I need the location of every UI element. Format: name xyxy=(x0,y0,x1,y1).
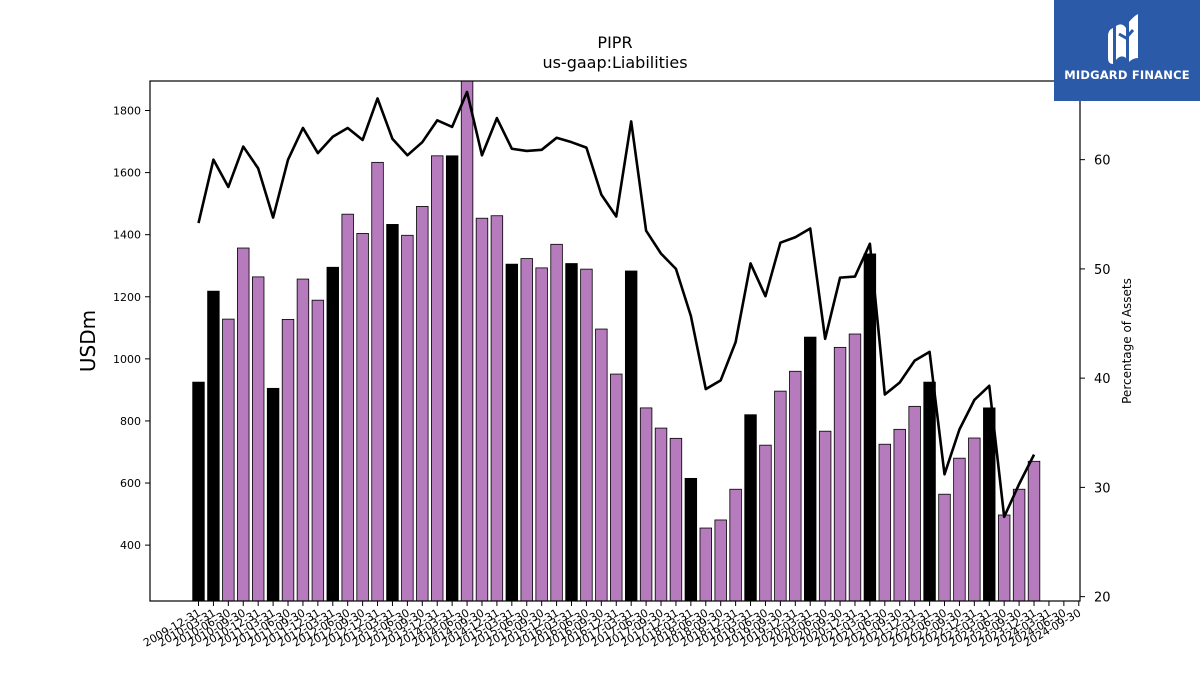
y-right-tick-label: 40 xyxy=(1094,372,1111,387)
bar xyxy=(445,155,459,602)
bar xyxy=(416,206,429,602)
y-axis-right: 20 30 40 50 60 xyxy=(1080,154,1111,606)
bar xyxy=(804,336,817,602)
bar xyxy=(386,224,399,602)
bar xyxy=(580,268,593,602)
bar xyxy=(1012,488,1026,602)
bar xyxy=(624,270,638,602)
bar xyxy=(460,80,474,602)
bar xyxy=(729,488,742,602)
chart-subtitle: us-gaap:Liabilities xyxy=(542,53,687,72)
x-axis: 2009-12-312010-03-312010-06-302010-09-30… xyxy=(141,601,1083,650)
bar xyxy=(983,407,996,602)
bar xyxy=(610,373,623,602)
bar xyxy=(535,267,548,602)
bar xyxy=(371,161,384,602)
bar xyxy=(818,430,832,602)
bar xyxy=(968,437,981,602)
y-right-tick-label: 20 xyxy=(1094,591,1111,606)
y-axis-label-left: USDm xyxy=(76,310,100,372)
y-tick-label: 400 xyxy=(120,539,141,552)
bar xyxy=(565,263,578,602)
bar xyxy=(654,427,668,602)
y-tick-label: 1600 xyxy=(113,167,141,180)
bar xyxy=(401,234,414,602)
y-right-tick-label: 30 xyxy=(1094,481,1111,496)
bar xyxy=(908,405,921,602)
line-layer xyxy=(197,90,1036,519)
bar xyxy=(595,328,608,602)
y-tick-label: 1400 xyxy=(113,229,141,242)
bar xyxy=(789,370,802,602)
bar xyxy=(1027,460,1041,602)
bar xyxy=(251,276,265,602)
logo-text: MIDGARD FINANCE xyxy=(1064,68,1190,82)
bar xyxy=(192,381,205,602)
bar xyxy=(296,278,310,602)
bar xyxy=(669,437,683,602)
bar xyxy=(893,428,906,602)
y-right-tick-label: 50 xyxy=(1094,263,1111,278)
bar xyxy=(266,387,280,602)
bar xyxy=(848,333,862,602)
y-tick-label: 1000 xyxy=(113,353,141,366)
plot-frame xyxy=(149,80,1081,602)
bar xyxy=(863,253,877,602)
midgard-finance-logo: MIDGARD FINANCE xyxy=(1054,0,1200,101)
bar xyxy=(311,299,325,602)
bar xyxy=(774,390,787,602)
bar xyxy=(505,263,519,602)
bar xyxy=(281,319,295,602)
bar xyxy=(759,444,772,602)
bar xyxy=(953,457,966,602)
bar xyxy=(833,346,847,602)
bar xyxy=(684,477,698,602)
bar xyxy=(326,266,339,602)
bar xyxy=(938,493,951,602)
bar xyxy=(341,213,354,602)
bar xyxy=(207,290,220,602)
chart-title: PIPR xyxy=(597,33,632,52)
bar xyxy=(997,514,1011,602)
y-tick-label: 1800 xyxy=(113,104,141,117)
y-right-tick-label: 60 xyxy=(1094,154,1111,169)
y-tick-label: 1200 xyxy=(113,291,141,304)
y-axis-left: 400 600 800 1000 1200 1400 1600 1800 xyxy=(113,104,150,552)
bar xyxy=(714,519,727,602)
bar xyxy=(520,258,533,602)
midgard-m-logo-icon xyxy=(1108,14,1138,64)
bar xyxy=(639,407,653,602)
bar xyxy=(550,243,563,602)
bar xyxy=(699,527,712,602)
bar xyxy=(356,233,369,602)
y-tick-label: 600 xyxy=(120,477,141,490)
bar xyxy=(490,215,504,602)
bar xyxy=(222,318,235,602)
y-axis-label-right: Percentage of Assets xyxy=(1120,278,1134,404)
bar xyxy=(475,217,489,602)
bar xyxy=(878,443,892,602)
bar xyxy=(237,247,250,602)
y-tick-label: 800 xyxy=(120,415,141,428)
bar xyxy=(744,414,757,602)
bar-group xyxy=(192,80,1041,602)
bar xyxy=(431,155,444,602)
bar xyxy=(923,381,936,602)
percentage-line xyxy=(197,90,1036,519)
